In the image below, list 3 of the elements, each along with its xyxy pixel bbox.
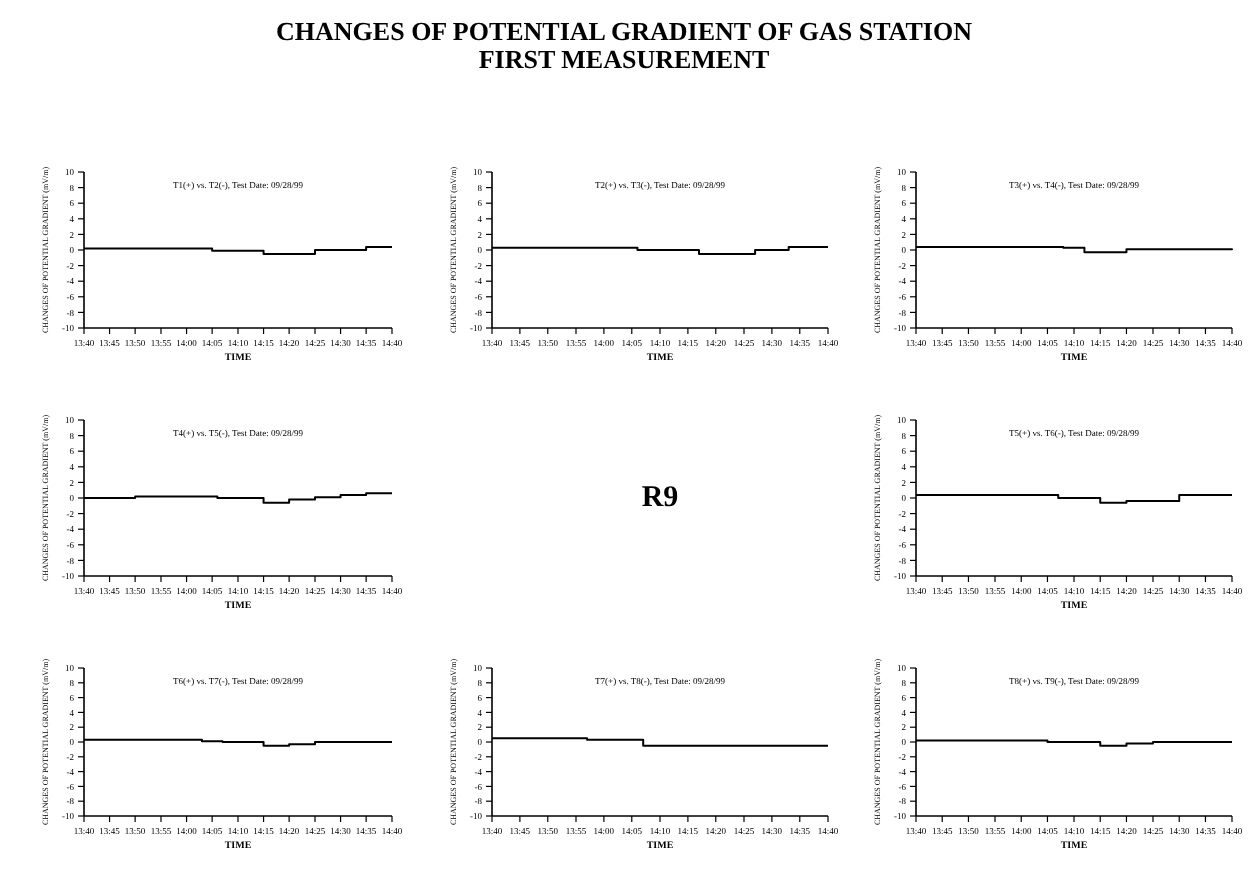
text: CHANGES OF POTENTIAL GRADIENT OF GAS STATION bbox=[276, 16, 974, 46]
text: R9 bbox=[641, 482, 679, 514]
text: FIRST MEASUREMENT bbox=[478, 44, 770, 74]
